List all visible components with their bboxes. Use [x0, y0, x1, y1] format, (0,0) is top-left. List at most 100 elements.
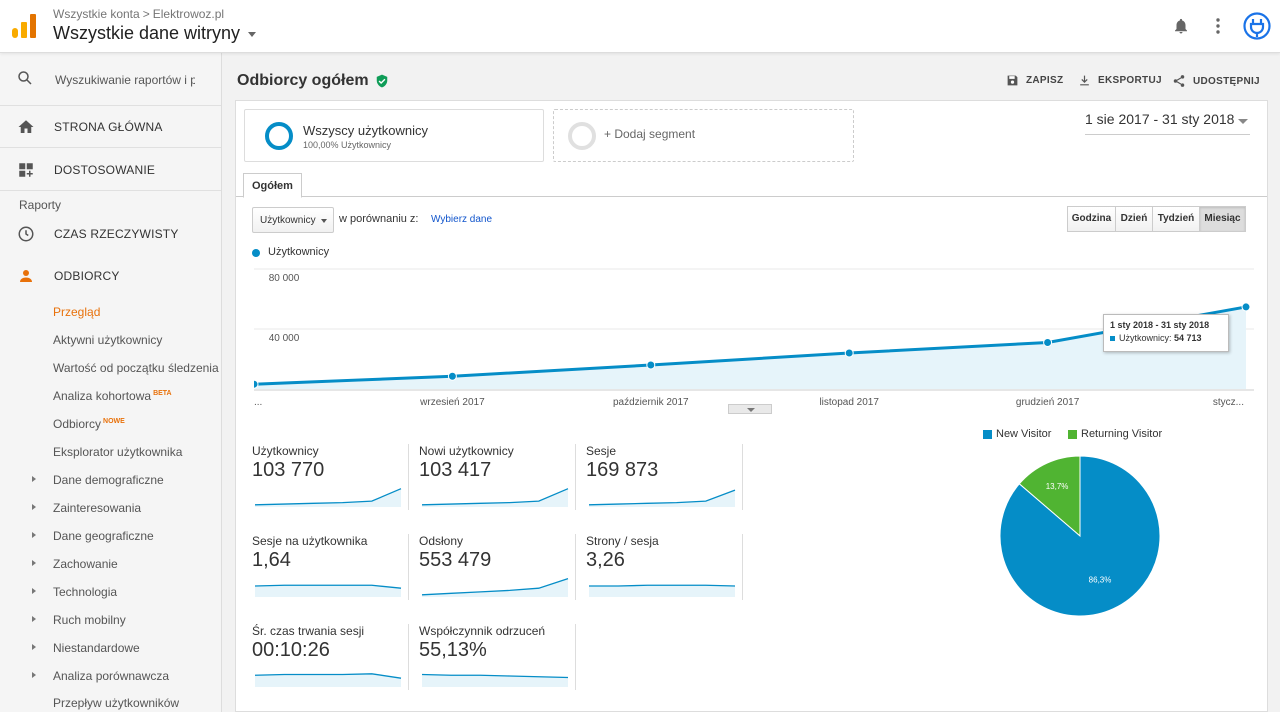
data-point[interactable]	[646, 360, 656, 370]
sidebar-subitem-demographics[interactable]: Dane demograficzne	[53, 473, 164, 487]
sidebar: Wyszukiwanie raportów i pomocy STRONA GŁ…	[0, 53, 222, 712]
pie-legend-returning-visitor[interactable]: Returning Visitor	[1068, 428, 1162, 440]
metric-card[interactable]: Strony / sesja 3,26	[583, 534, 743, 606]
date-range-label: 1 sie 2017 - 31 sty 2018	[1085, 111, 1235, 127]
add-segment-label: + Dodaj segment	[604, 127, 696, 141]
legend-swatch	[983, 429, 992, 439]
sidebar-subitem-lifetime-value[interactable]: Wartość od początku śledzenia	[53, 361, 219, 375]
granularity-hour-button[interactable]: Godzina	[1067, 206, 1116, 232]
sidebar-item-label: DOSTOSOWANIE	[54, 162, 156, 177]
data-point[interactable]	[844, 348, 854, 358]
more-vert-icon[interactable]	[1206, 14, 1230, 38]
legend-label: Returning Visitor	[1081, 428, 1163, 440]
granularity-month-button[interactable]: Miesiąc	[1199, 206, 1246, 232]
data-point[interactable]	[254, 379, 259, 389]
segment-all-users[interactable]: Wszyscy użytkownicy 100,00% Użytkownicy	[244, 109, 544, 162]
metric-card[interactable]: Śr. czas trwania sesji 00:10:26	[249, 624, 409, 696]
sidebar-item-label: Analiza kohortowa	[53, 389, 152, 403]
select-metric-link[interactable]: Wybierz dane	[431, 214, 493, 225]
search-input[interactable]: Wyszukiwanie raportów i pomocy	[55, 73, 195, 87]
tab-overview[interactable]: Ogółem	[243, 173, 302, 198]
breadcrumb-property[interactable]: Elektrowoz.pl	[152, 7, 225, 21]
x-tick-label: wrzesień 2017	[419, 397, 485, 408]
export-button[interactable]: EKSPORTUJ	[1078, 74, 1162, 87]
breadcrumb: Wszystkie konta > Elektrowoz.pl	[53, 7, 224, 21]
tooltip-series-swatch	[1110, 336, 1115, 342]
metric-sparkline	[254, 673, 402, 687]
sidebar-subitem-technology[interactable]: Technologia	[53, 585, 118, 599]
metric-name: Śr. czas trwania sesji	[252, 624, 365, 638]
sidebar-item-label: CZAS RZECZYWISTY	[54, 227, 179, 241]
sidebar-subitem-audiences[interactable]: Odbiorcy NOWE	[53, 417, 125, 431]
metric-value: 553 479	[419, 549, 492, 571]
x-tick-label: stycz...	[1213, 397, 1244, 408]
sidebar-subitem-users-flow[interactable]: Przepływ użytkowników	[53, 696, 180, 710]
metric-sparkline	[421, 673, 569, 687]
metric-name: Użytkownicy	[252, 444, 319, 458]
metric-card[interactable]: Sesje 169 873	[583, 444, 743, 516]
expand-arrow-icon	[32, 588, 36, 594]
date-range-picker[interactable]: 1 sie 2017 - 31 sty 2018	[1085, 111, 1250, 135]
save-icon	[1007, 75, 1018, 86]
sidebar-subitem-benchmarking[interactable]: Analiza porównawcza	[53, 669, 170, 683]
report-search[interactable]: Wyszukiwanie raportów i pomocy	[0, 53, 221, 106]
chevron-down-icon	[248, 31, 257, 37]
sidebar-item-realtime[interactable]: CZAS RZECZYWISTY	[0, 213, 221, 255]
metric-card[interactable]: Nowi użytkownicy 103 417	[416, 444, 576, 516]
visitor-type-pie-chart: 13,7% 86,3%	[999, 455, 1161, 617]
sidebar-item-audience[interactable]: ODBIORCY	[0, 255, 221, 297]
sidebar-subitem-cohort[interactable]: Analiza kohortowa BETA	[53, 389, 172, 403]
sparkline-line	[254, 673, 402, 679]
page-title-text: Odbiorcy ogółem	[237, 72, 369, 89]
pie-slice-label: 86,3%	[1089, 576, 1112, 585]
share-button[interactable]: UDOSTĘPNIJ	[1172, 74, 1260, 88]
breadcrumb-accounts[interactable]: Wszystkie konta	[53, 7, 140, 21]
metric-value: 3,26	[586, 549, 625, 571]
series-legend-label[interactable]: Użytkownicy	[268, 246, 330, 258]
save-button[interactable]: ZAPISZ	[1006, 74, 1063, 87]
sidebar-subitem-active-users[interactable]: Aktywni użytkownicy	[53, 333, 163, 347]
series-line	[254, 305, 1247, 386]
pie-slice-returning-visitor[interactable]	[1018, 455, 1081, 538]
sidebar-subitem-geo[interactable]: Dane geograficzne	[53, 529, 154, 543]
granularity-week-button[interactable]: Tydzień	[1152, 206, 1200, 232]
sidebar-item-home[interactable]: STRONA GŁÓWNA	[0, 106, 221, 148]
sidebar-subitem-user-explorer[interactable]: Eksplorator użytkownika	[53, 445, 183, 459]
sidebar-subitem-custom[interactable]: Niestandardowe	[53, 641, 140, 655]
metric-card[interactable]: Sesje na użytkownika 1,64	[249, 534, 409, 606]
sparkline-line	[254, 584, 402, 589]
sidebar-subitem-interests[interactable]: Zainteresowania	[53, 501, 142, 515]
sparkline-area	[255, 488, 401, 507]
x-tick-label: grudzień 2017	[1016, 397, 1080, 408]
metric-divider	[742, 534, 743, 600]
data-point[interactable]	[1241, 302, 1251, 312]
data-point[interactable]	[1043, 338, 1053, 347]
add-segment-button[interactable]: + Dodaj segment	[553, 109, 854, 162]
expand-arrow-icon	[32, 616, 36, 622]
breadcrumb-separator: >	[142, 7, 150, 21]
metric-sparkline	[589, 584, 736, 597]
pie-legend-new-visitor[interactable]: New Visitor	[983, 428, 1051, 440]
save-label: ZAPISZ	[1026, 75, 1064, 86]
sidebar-subitem-mobile[interactable]: Ruch mobilny	[53, 613, 126, 627]
metric-value: 169 873	[586, 459, 659, 481]
view-selector[interactable]: Wszystkie dane witryny	[53, 23, 257, 44]
metric-divider	[575, 624, 576, 690]
pie-slice-new-visitor[interactable]	[999, 455, 1161, 617]
metric-card[interactable]: Odsłony 553 479	[416, 534, 576, 606]
sidebar-subitem-behavior[interactable]: Zachowanie	[53, 557, 118, 571]
metric-card[interactable]: Użytkownicy 103 770	[249, 444, 409, 516]
granularity-day-button[interactable]: Dzień	[1115, 206, 1153, 232]
metric-dropdown[interactable]: Użytkownicy	[252, 207, 334, 233]
account-avatar-icon[interactable]	[1243, 12, 1271, 40]
metric-card[interactable]: Współczynnik odrzuceń 55,13%	[416, 624, 576, 696]
notifications-bell-icon[interactable]	[1169, 14, 1193, 38]
tooltip-label: Użytkownicy:	[1119, 333, 1172, 343]
chart-expand-handle[interactable]	[728, 404, 772, 414]
empty-segment-ring-icon	[568, 122, 596, 150]
tooltip-row: Użytkownicy: 54 713	[1110, 333, 1222, 343]
analytics-logo-icon[interactable]	[12, 14, 36, 38]
sidebar-item-customize[interactable]: DOSTOSOWANIE	[0, 149, 221, 191]
sidebar-subitem-overview[interactable]: Przegląd	[53, 305, 101, 319]
data-point[interactable]	[447, 371, 457, 381]
